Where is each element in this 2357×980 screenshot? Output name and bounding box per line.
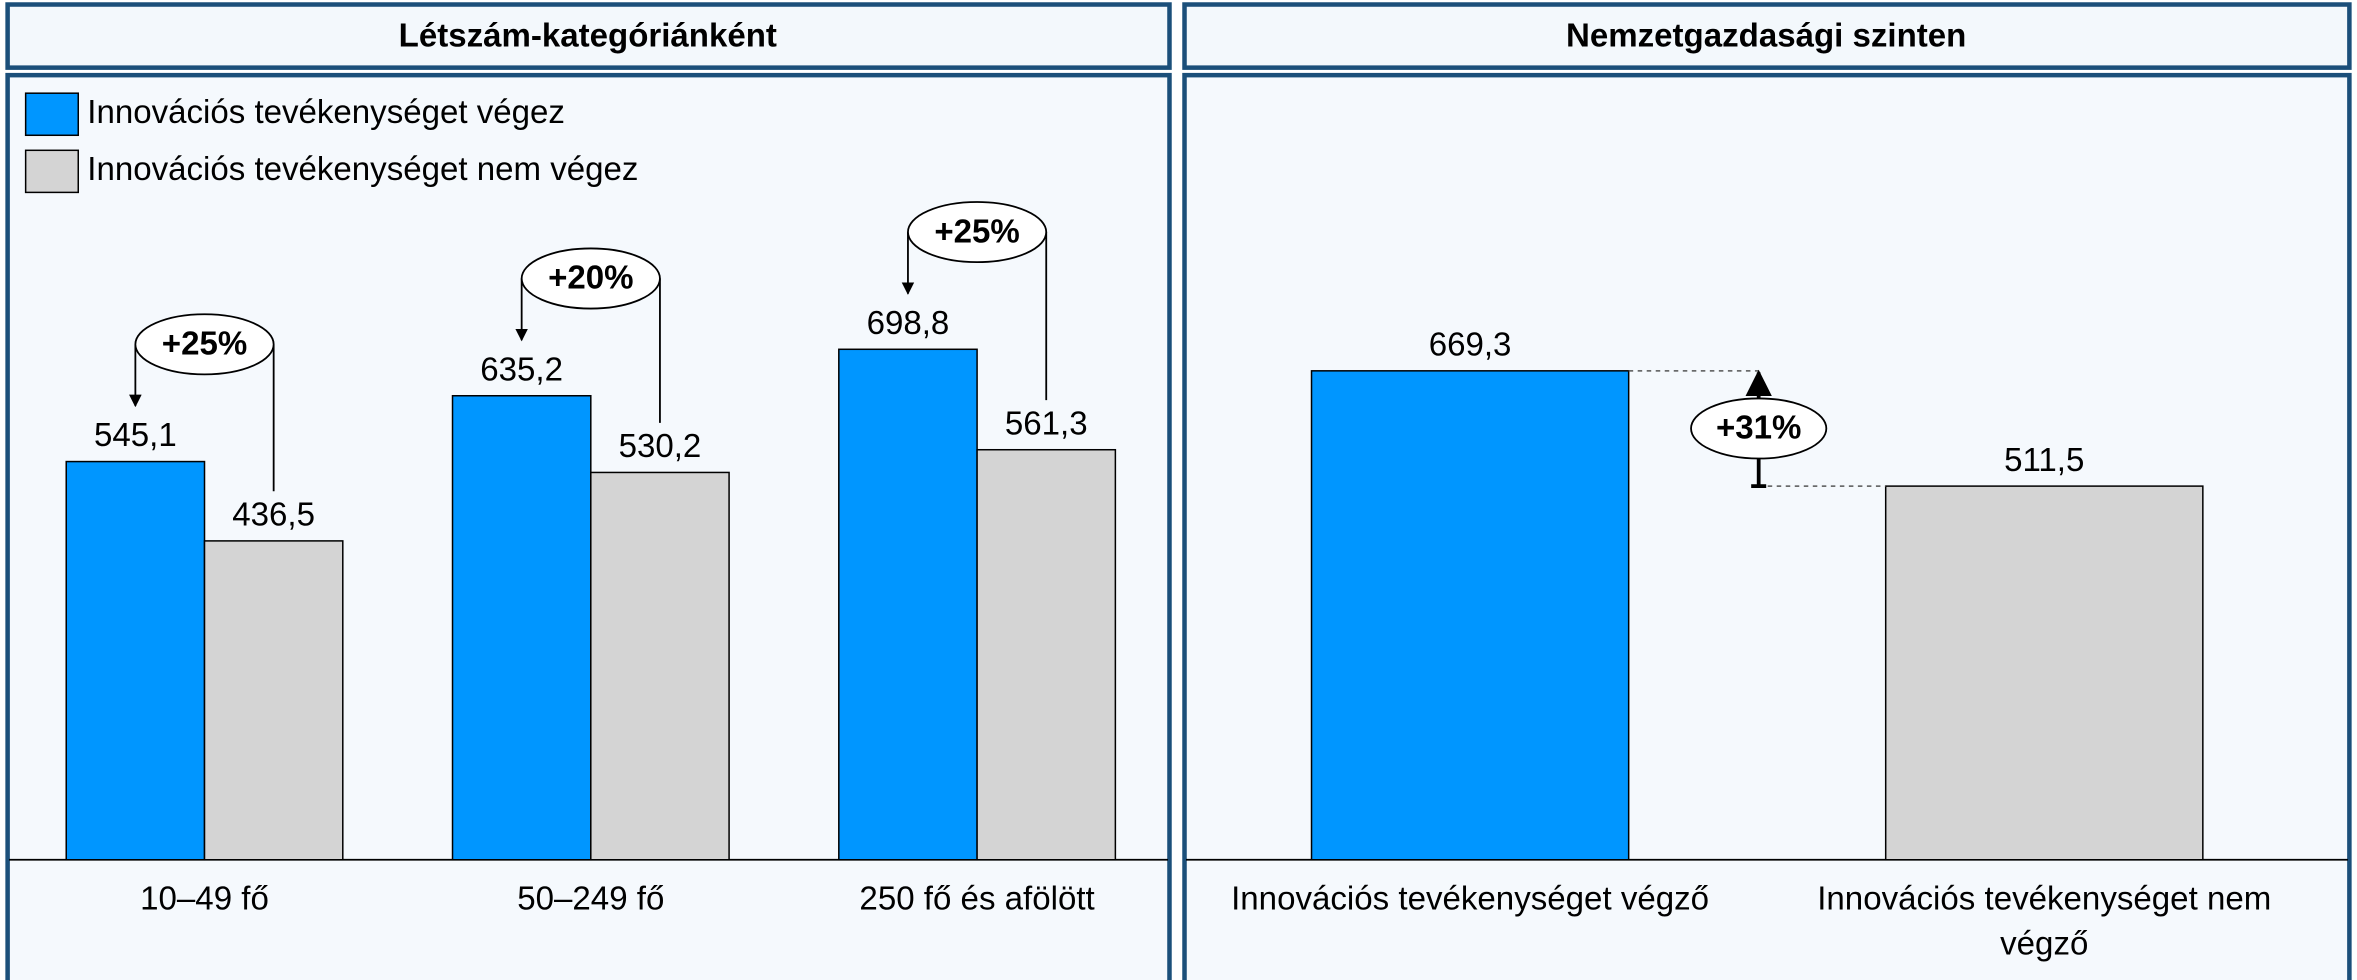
bar bbox=[590, 471, 730, 861]
x-tick-label: Innovációs tevékenységet nem végző bbox=[1817, 879, 2272, 962]
x-label-box: 250 fő és afölött bbox=[859, 879, 1095, 917]
value-label: 669,3 bbox=[1429, 327, 1512, 364]
legend-label: Innovációs tevékenységet nem végez bbox=[87, 151, 638, 188]
annotation: +20% bbox=[548, 260, 633, 297]
chart-title: Nemzetgazdasági szinten bbox=[1566, 17, 1966, 54]
annotation-ellipse bbox=[520, 247, 661, 310]
value-label: 530,2 bbox=[619, 428, 702, 465]
annotation: +25% bbox=[934, 213, 1019, 250]
legend-label: Innovációs tevékenységet végez bbox=[87, 94, 565, 131]
bar bbox=[1884, 485, 2204, 861]
x-tick-label: 250 fő és afölött bbox=[859, 879, 1095, 917]
x-label-box: 10–49 fő bbox=[140, 879, 269, 917]
x-label-box: Innovációs tevékenységet nem végző bbox=[1817, 879, 2272, 962]
x-label-box: Innovációs tevékenységet végző bbox=[1231, 879, 1710, 917]
bar bbox=[1310, 370, 1630, 861]
annotation: +31% bbox=[1716, 410, 1801, 447]
value-label: 511,5 bbox=[2004, 442, 2084, 479]
annotation-ellipse bbox=[134, 313, 275, 376]
value-label: 436,5 bbox=[232, 497, 315, 534]
annotation-ellipse bbox=[907, 201, 1048, 264]
x-tick-label: 50–249 fő bbox=[517, 879, 665, 917]
title-box bbox=[1182, 2, 2352, 70]
bar bbox=[451, 394, 592, 861]
annotation-ellipse bbox=[1690, 397, 1828, 460]
title-box bbox=[5, 2, 1172, 70]
x-label-box: 50–249 fő bbox=[517, 879, 665, 917]
bar bbox=[838, 348, 978, 861]
x-tick-label: Innovációs tevékenységet végző bbox=[1231, 879, 1710, 917]
legend-swatch bbox=[24, 149, 80, 194]
value-label: 545,1 bbox=[94, 417, 177, 454]
bar bbox=[65, 460, 206, 861]
bar bbox=[976, 448, 1117, 861]
chart-title: Létszám-kategóriánként bbox=[399, 17, 777, 54]
value-label: 561,3 bbox=[1005, 405, 1088, 442]
annotation: +25% bbox=[162, 326, 247, 363]
value-label: 698,8 bbox=[867, 305, 950, 342]
x-tick-label: 10–49 fő bbox=[140, 879, 269, 917]
legend-swatch bbox=[24, 92, 80, 137]
value-label: 635,2 bbox=[480, 351, 563, 388]
bar bbox=[203, 540, 344, 861]
